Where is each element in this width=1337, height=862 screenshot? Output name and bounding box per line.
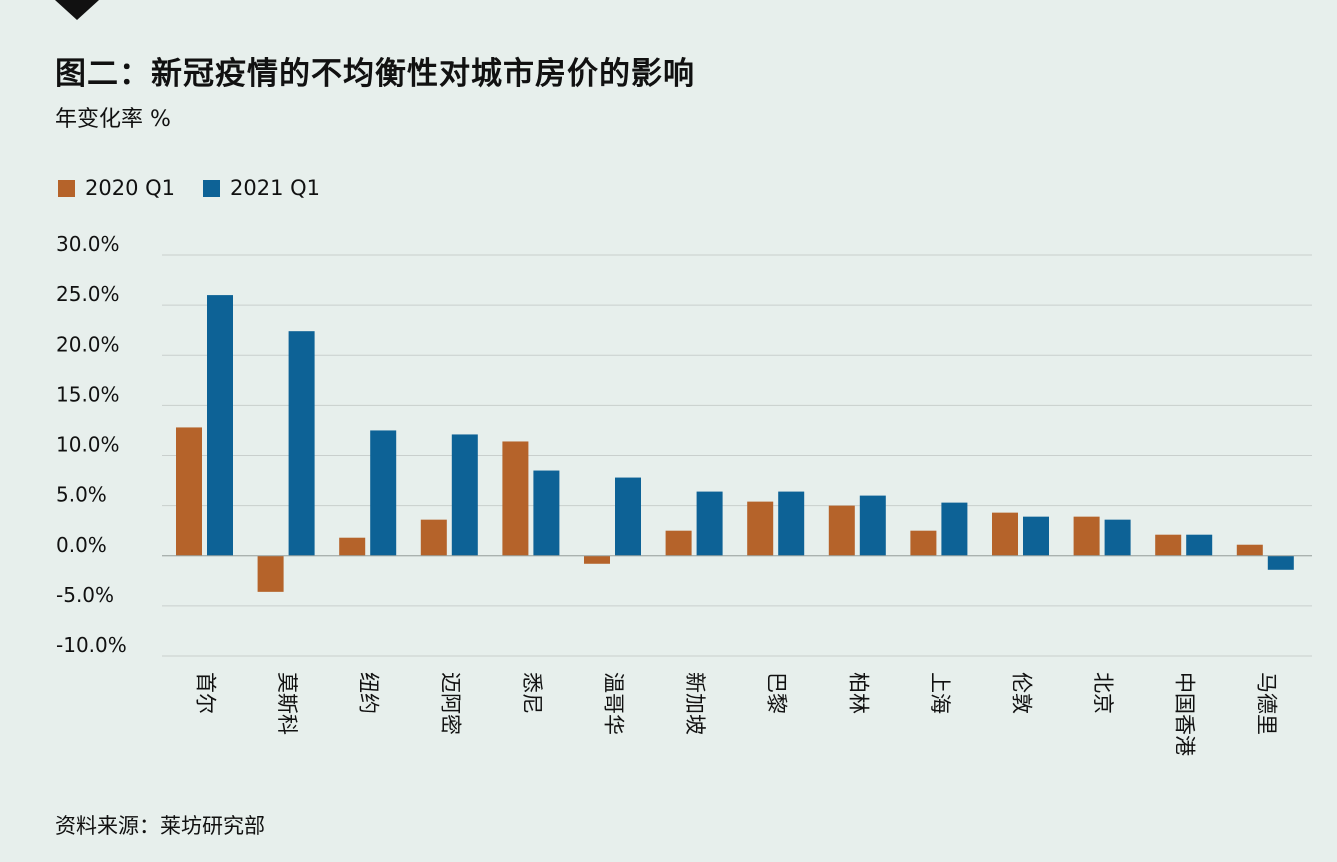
legend-label-2020: 2020 Q1 bbox=[85, 176, 176, 200]
bar-2021 bbox=[1023, 516, 1049, 556]
bar-2020 bbox=[584, 555, 610, 564]
x-category-label: 纽约 bbox=[357, 672, 381, 714]
legend-item-2020: 2020 Q1 bbox=[58, 176, 175, 200]
legend-item-2021: 2021 Q1 bbox=[203, 176, 320, 200]
x-category-label: 悉尼 bbox=[520, 672, 544, 714]
x-category-label: 首尔 bbox=[194, 672, 218, 714]
bar-2021 bbox=[696, 491, 723, 556]
x-category-label: 中国香港 bbox=[1173, 672, 1197, 756]
bar-2020 bbox=[828, 505, 855, 556]
bar-2021 bbox=[1186, 534, 1213, 556]
bar-2020 bbox=[665, 530, 692, 556]
bar-2020 bbox=[1155, 534, 1182, 556]
y-tick-label: 0.0% bbox=[56, 533, 107, 557]
legend-swatch-2021 bbox=[203, 179, 221, 197]
x-category-label: 上海 bbox=[928, 672, 952, 714]
y-tick-label: -5.0% bbox=[56, 583, 114, 607]
bar-2021 bbox=[859, 495, 886, 556]
x-category-label: 迈阿密 bbox=[438, 672, 462, 735]
x-category-label: 温哥华 bbox=[602, 672, 626, 735]
chart-title: 图二：新冠疫情的不均衡性对城市房价的影响 bbox=[55, 56, 695, 92]
y-tick-label: 20.0% bbox=[56, 332, 120, 356]
y-tick-label: 15.0% bbox=[56, 382, 120, 406]
bar-2020 bbox=[747, 501, 774, 556]
bar-2021 bbox=[533, 470, 560, 556]
y-tick-label: 10.0% bbox=[56, 433, 120, 457]
x-category-label: 新加坡 bbox=[683, 672, 707, 735]
bar-2020 bbox=[910, 530, 937, 556]
x-category-label: 柏林 bbox=[846, 672, 870, 714]
x-category-label: 北京 bbox=[1091, 672, 1115, 714]
bar-2020 bbox=[1236, 544, 1263, 556]
source-note: 资料来源：莱坊研究部 bbox=[55, 814, 265, 838]
chart-subtitle: 年变化率 % bbox=[55, 107, 171, 132]
bar-2021 bbox=[207, 295, 233, 556]
bar-2021 bbox=[288, 331, 315, 556]
bar-2021 bbox=[370, 430, 397, 556]
bar-2021 bbox=[1267, 555, 1294, 570]
y-tick-label: 30.0% bbox=[56, 232, 120, 256]
bar-2020 bbox=[257, 555, 284, 592]
y-tick-label: -10.0% bbox=[56, 633, 127, 657]
bar-2020 bbox=[339, 537, 366, 556]
corner-triangle-mark bbox=[55, 0, 99, 20]
bar-2021 bbox=[451, 434, 478, 556]
bar-2020 bbox=[992, 512, 1018, 556]
bar-2021 bbox=[1104, 519, 1131, 556]
bar-2020 bbox=[1073, 516, 1100, 556]
bar-2020 bbox=[502, 441, 529, 556]
x-category-label: 马德里 bbox=[1254, 672, 1278, 735]
legend-label-2021: 2021 Q1 bbox=[230, 176, 321, 200]
bar-2021 bbox=[941, 502, 968, 556]
x-category-label: 伦敦 bbox=[1010, 672, 1034, 714]
bar-2020 bbox=[420, 519, 447, 556]
x-category-label: 莫斯科 bbox=[275, 672, 299, 735]
y-tick-label: 25.0% bbox=[56, 282, 120, 306]
bar-2021 bbox=[778, 491, 805, 556]
bar-2020 bbox=[176, 427, 202, 556]
bar-2021 bbox=[615, 477, 641, 556]
chart-legend: 2020 Q1 2021 Q1 bbox=[58, 176, 348, 200]
bar-chart: 30.0% 25.0% 20.0% 15.0% 10.0% 5.0% 0.0% -5.0% -1… bbox=[56, 232, 1312, 756]
legend-swatch-2020 bbox=[58, 179, 75, 197]
y-tick-label: 5.0% bbox=[56, 483, 107, 507]
x-category-label: 巴黎 bbox=[765, 672, 789, 714]
